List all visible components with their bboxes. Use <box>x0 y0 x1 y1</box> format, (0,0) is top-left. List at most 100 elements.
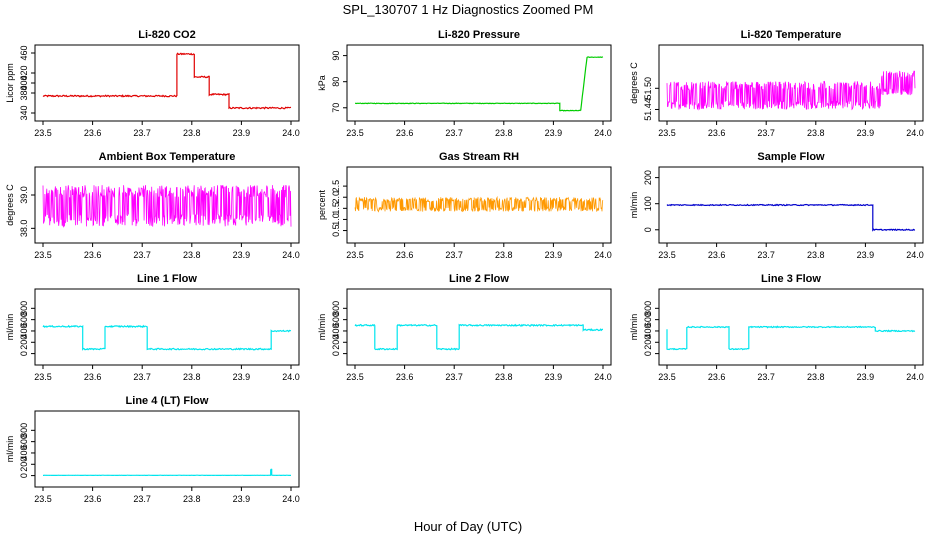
y-tick-label: 39.0 <box>19 186 29 204</box>
series-line <box>42 184 292 228</box>
panel-9: Line 3 Flow ml/min 23.5 23.6 23.7 23.8 23.9 24.… <box>629 273 924 382</box>
x-tick-label: 23.9 <box>233 372 251 382</box>
y-tick-label: 800 <box>19 423 29 438</box>
x-tick-label: 23.7 <box>445 128 463 138</box>
plot-frame <box>346 288 612 366</box>
x-tick-label: 23.6 <box>396 372 414 382</box>
y-tick-label: 800 <box>331 301 341 316</box>
x-tick-label: 23.7 <box>757 372 775 382</box>
y-axis-label: Licor ppm <box>5 63 15 103</box>
y-tick-label: 400 <box>19 445 29 460</box>
x-tick-label: 23.8 <box>183 372 201 382</box>
x-tick-label: 23.6 <box>84 128 102 138</box>
panel-title: Li-820 Pressure <box>438 29 520 41</box>
y-tick-label: 100 <box>643 196 653 211</box>
series-line <box>666 325 916 351</box>
series-line <box>43 468 291 477</box>
x-tick-label: 23.5 <box>34 494 52 504</box>
x-tick-label: 24.0 <box>906 128 924 138</box>
panel-title: Gas Stream RH <box>439 151 519 163</box>
y-tick-label: 380 <box>19 85 29 100</box>
x-tick-label: 23.8 <box>183 494 201 504</box>
x-tick-label: 23.8 <box>495 128 513 138</box>
y-axis-label: ml/min <box>317 314 327 341</box>
y-axis-label: ml/min <box>5 314 15 341</box>
y-tick-label: 600 <box>19 312 29 327</box>
plot-frame <box>658 166 924 244</box>
x-tick-label: 24.0 <box>906 250 924 260</box>
y-tick-label: 38.0 <box>19 220 29 238</box>
x-tick-label: 23.8 <box>495 250 513 260</box>
plot-frame <box>658 288 924 366</box>
y-tick-label: 80 <box>331 77 341 87</box>
x-tick-label: 23.9 <box>857 250 875 260</box>
y-axis-label: degrees C <box>629 62 639 104</box>
y-tick-label: 0.5 <box>331 224 341 237</box>
series-line <box>42 52 292 110</box>
panel-4: Ambient Box Temperature degrees C 23.5 23.6… <box>5 151 300 260</box>
y-axis-label: ml/min <box>629 314 639 341</box>
plot-frame <box>34 410 300 488</box>
y-tick-label: 460 <box>19 45 29 60</box>
x-tick-label: 24.0 <box>594 128 612 138</box>
x-tick-label: 23.7 <box>133 250 151 260</box>
panel-title: Line 3 Flow <box>761 273 821 285</box>
y-axis-label: kPa <box>317 75 327 91</box>
plot-frame <box>34 166 300 244</box>
y-tick-label: 340 <box>19 105 29 120</box>
x-tick-label: 24.0 <box>282 494 300 504</box>
y-tick-label: 800 <box>19 301 29 316</box>
x-tick-label: 23.9 <box>545 128 563 138</box>
series-line <box>42 324 292 351</box>
y-tick-label: 1.0 <box>331 213 341 226</box>
plot-frame <box>34 44 300 122</box>
panel-title: Ambient Box Temperature <box>99 151 236 163</box>
panel-10: Line 4 (LT) Flow ml/min 23.5 23.6 23.7 23.8 23… <box>5 395 300 504</box>
y-tick-label: 0 <box>643 351 653 356</box>
panel-6: Sample Flow ml/min 23.5 23.6 23.7 23.8 23.9 24.… <box>629 151 924 260</box>
x-tick-label: 23.5 <box>34 372 52 382</box>
x-tick-label: 23.6 <box>84 372 102 382</box>
y-axis-label: degrees C <box>5 184 15 226</box>
x-tick-label: 24.0 <box>282 128 300 138</box>
y-tick-label: 0 <box>331 351 341 356</box>
x-tick-label: 23.5 <box>346 372 364 382</box>
panel-1: Li-820 CO2 Licor ppm 23.5 23.6 23.7 23.8 23.9 2… <box>5 29 300 138</box>
y-tick-label: 1.5 <box>331 202 341 215</box>
panel-title: Li-820 CO2 <box>138 29 195 41</box>
x-tick-label: 23.5 <box>658 372 676 382</box>
x-tick-label: 23.9 <box>545 250 563 260</box>
x-tick-label: 23.8 <box>183 128 201 138</box>
y-axis-label: ml/min <box>5 436 15 463</box>
x-tick-label: 23.7 <box>133 494 151 504</box>
y-tick-label: 800 <box>643 301 653 316</box>
plot-frame <box>346 166 612 244</box>
y-tick-label: 2.0 <box>331 191 341 204</box>
panel-3: Li-820 Temperature degrees C 23.5 23.6 23.7 2… <box>629 29 924 138</box>
y-tick-label: 600 <box>19 434 29 449</box>
x-tick-label: 23.6 <box>708 372 726 382</box>
x-tick-label: 23.7 <box>445 372 463 382</box>
panel-title: Line 2 Flow <box>449 273 509 285</box>
y-tick-label: 400 <box>19 75 29 90</box>
x-tick-label: 24.0 <box>282 372 300 382</box>
x-tick-label: 23.8 <box>183 250 201 260</box>
y-tick-label: 0 <box>19 351 29 356</box>
x-tick-label: 23.7 <box>757 128 775 138</box>
y-tick-label: 2.5 <box>331 180 341 193</box>
panel-grid: Li-820 CO2 Licor ppm 23.5 23.6 23.7 23.8 23.9 2… <box>5 29 924 504</box>
x-tick-label: 23.5 <box>346 128 364 138</box>
y-tick-label: 400 <box>643 323 653 338</box>
y-tick-label: 400 <box>331 323 341 338</box>
series-line <box>666 203 916 232</box>
y-axis-label: ml/min <box>629 192 639 219</box>
y-tick-label: 90 <box>331 51 341 61</box>
plot-frame <box>658 44 924 122</box>
x-tick-label: 23.6 <box>708 250 726 260</box>
panel-2: Li-820 Pressure kPa 23.5 23.6 23.7 23.8 23.9 24… <box>317 29 612 138</box>
x-tick-label: 23.8 <box>807 250 825 260</box>
y-tick-label: 420 <box>19 65 29 80</box>
plot-frame <box>346 44 612 122</box>
y-axis-label: percent <box>317 189 327 220</box>
